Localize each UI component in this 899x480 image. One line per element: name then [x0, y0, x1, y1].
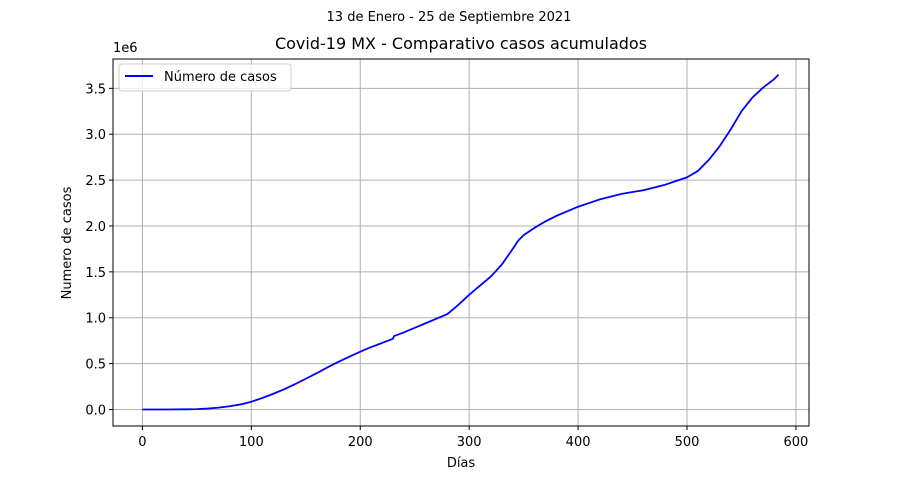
y-tick-label: 2.0: [85, 220, 106, 235]
legend-box: [118, 63, 292, 92]
y-tick-label: 0.0: [85, 403, 106, 418]
chart-title: Covid-19 MX - Comparativo casos acumulad…: [275, 34, 647, 53]
y-tick-label: 0.5: [85, 358, 106, 373]
x-tick-label: 300: [457, 435, 482, 450]
x-tick-label: 400: [566, 435, 591, 450]
plot-frame: [112, 58, 810, 427]
chart-suptitle: 13 de Enero - 25 de Septiembre 2021: [327, 10, 572, 25]
x-tick-label: 500: [675, 435, 700, 450]
x-tick-label: 600: [784, 435, 809, 450]
y-axis: 0.0 0.5 1.0 1.5 2.0 2.5 3.0 3.5: [85, 82, 113, 418]
y-offset-label: 1e6: [113, 41, 138, 56]
y-tick-label: 1.5: [85, 266, 106, 281]
series-layer: [142, 73, 780, 411]
legend: Número de casos: [118, 63, 292, 92]
y-tick-label: 2.5: [85, 174, 106, 189]
series-line: [142, 73, 780, 411]
x-axis: 0 100 200 300 400 500 600: [138, 426, 808, 450]
y-axis-label: Numero de casos: [60, 186, 75, 299]
x-tick-label: 0: [138, 435, 146, 450]
y-tick-label: 1.0: [85, 312, 106, 327]
x-axis-label: Días: [447, 456, 476, 471]
legend-label: Número de casos: [164, 70, 277, 85]
y-tick-label: 3.5: [85, 82, 106, 97]
y-tick-label: 3.0: [85, 128, 106, 143]
x-tick-label: 100: [239, 435, 264, 450]
x-tick-label: 200: [348, 435, 373, 450]
grid: [113, 59, 809, 426]
